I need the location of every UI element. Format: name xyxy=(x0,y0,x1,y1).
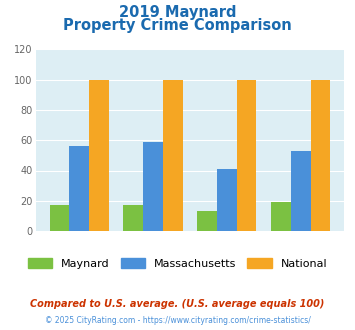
Bar xyxy=(237,80,256,231)
Text: © 2025 CityRating.com - https://www.cityrating.com/crime-statistics/: © 2025 CityRating.com - https://www.city… xyxy=(45,316,310,325)
Bar xyxy=(291,151,311,231)
Bar xyxy=(50,205,69,231)
Text: 2019 Maynard: 2019 Maynard xyxy=(119,5,236,20)
Bar xyxy=(89,80,109,231)
Bar xyxy=(143,142,163,231)
Bar xyxy=(271,202,291,231)
Bar xyxy=(311,80,330,231)
Bar xyxy=(69,146,89,231)
Text: Compared to U.S. average. (U.S. average equals 100): Compared to U.S. average. (U.S. average … xyxy=(30,299,325,309)
Bar xyxy=(124,205,143,231)
Bar xyxy=(197,211,217,231)
Bar xyxy=(163,80,182,231)
Legend: Maynard, Massachusetts, National: Maynard, Massachusetts, National xyxy=(23,253,332,273)
Text: Property Crime Comparison: Property Crime Comparison xyxy=(63,18,292,33)
Bar xyxy=(217,169,237,231)
